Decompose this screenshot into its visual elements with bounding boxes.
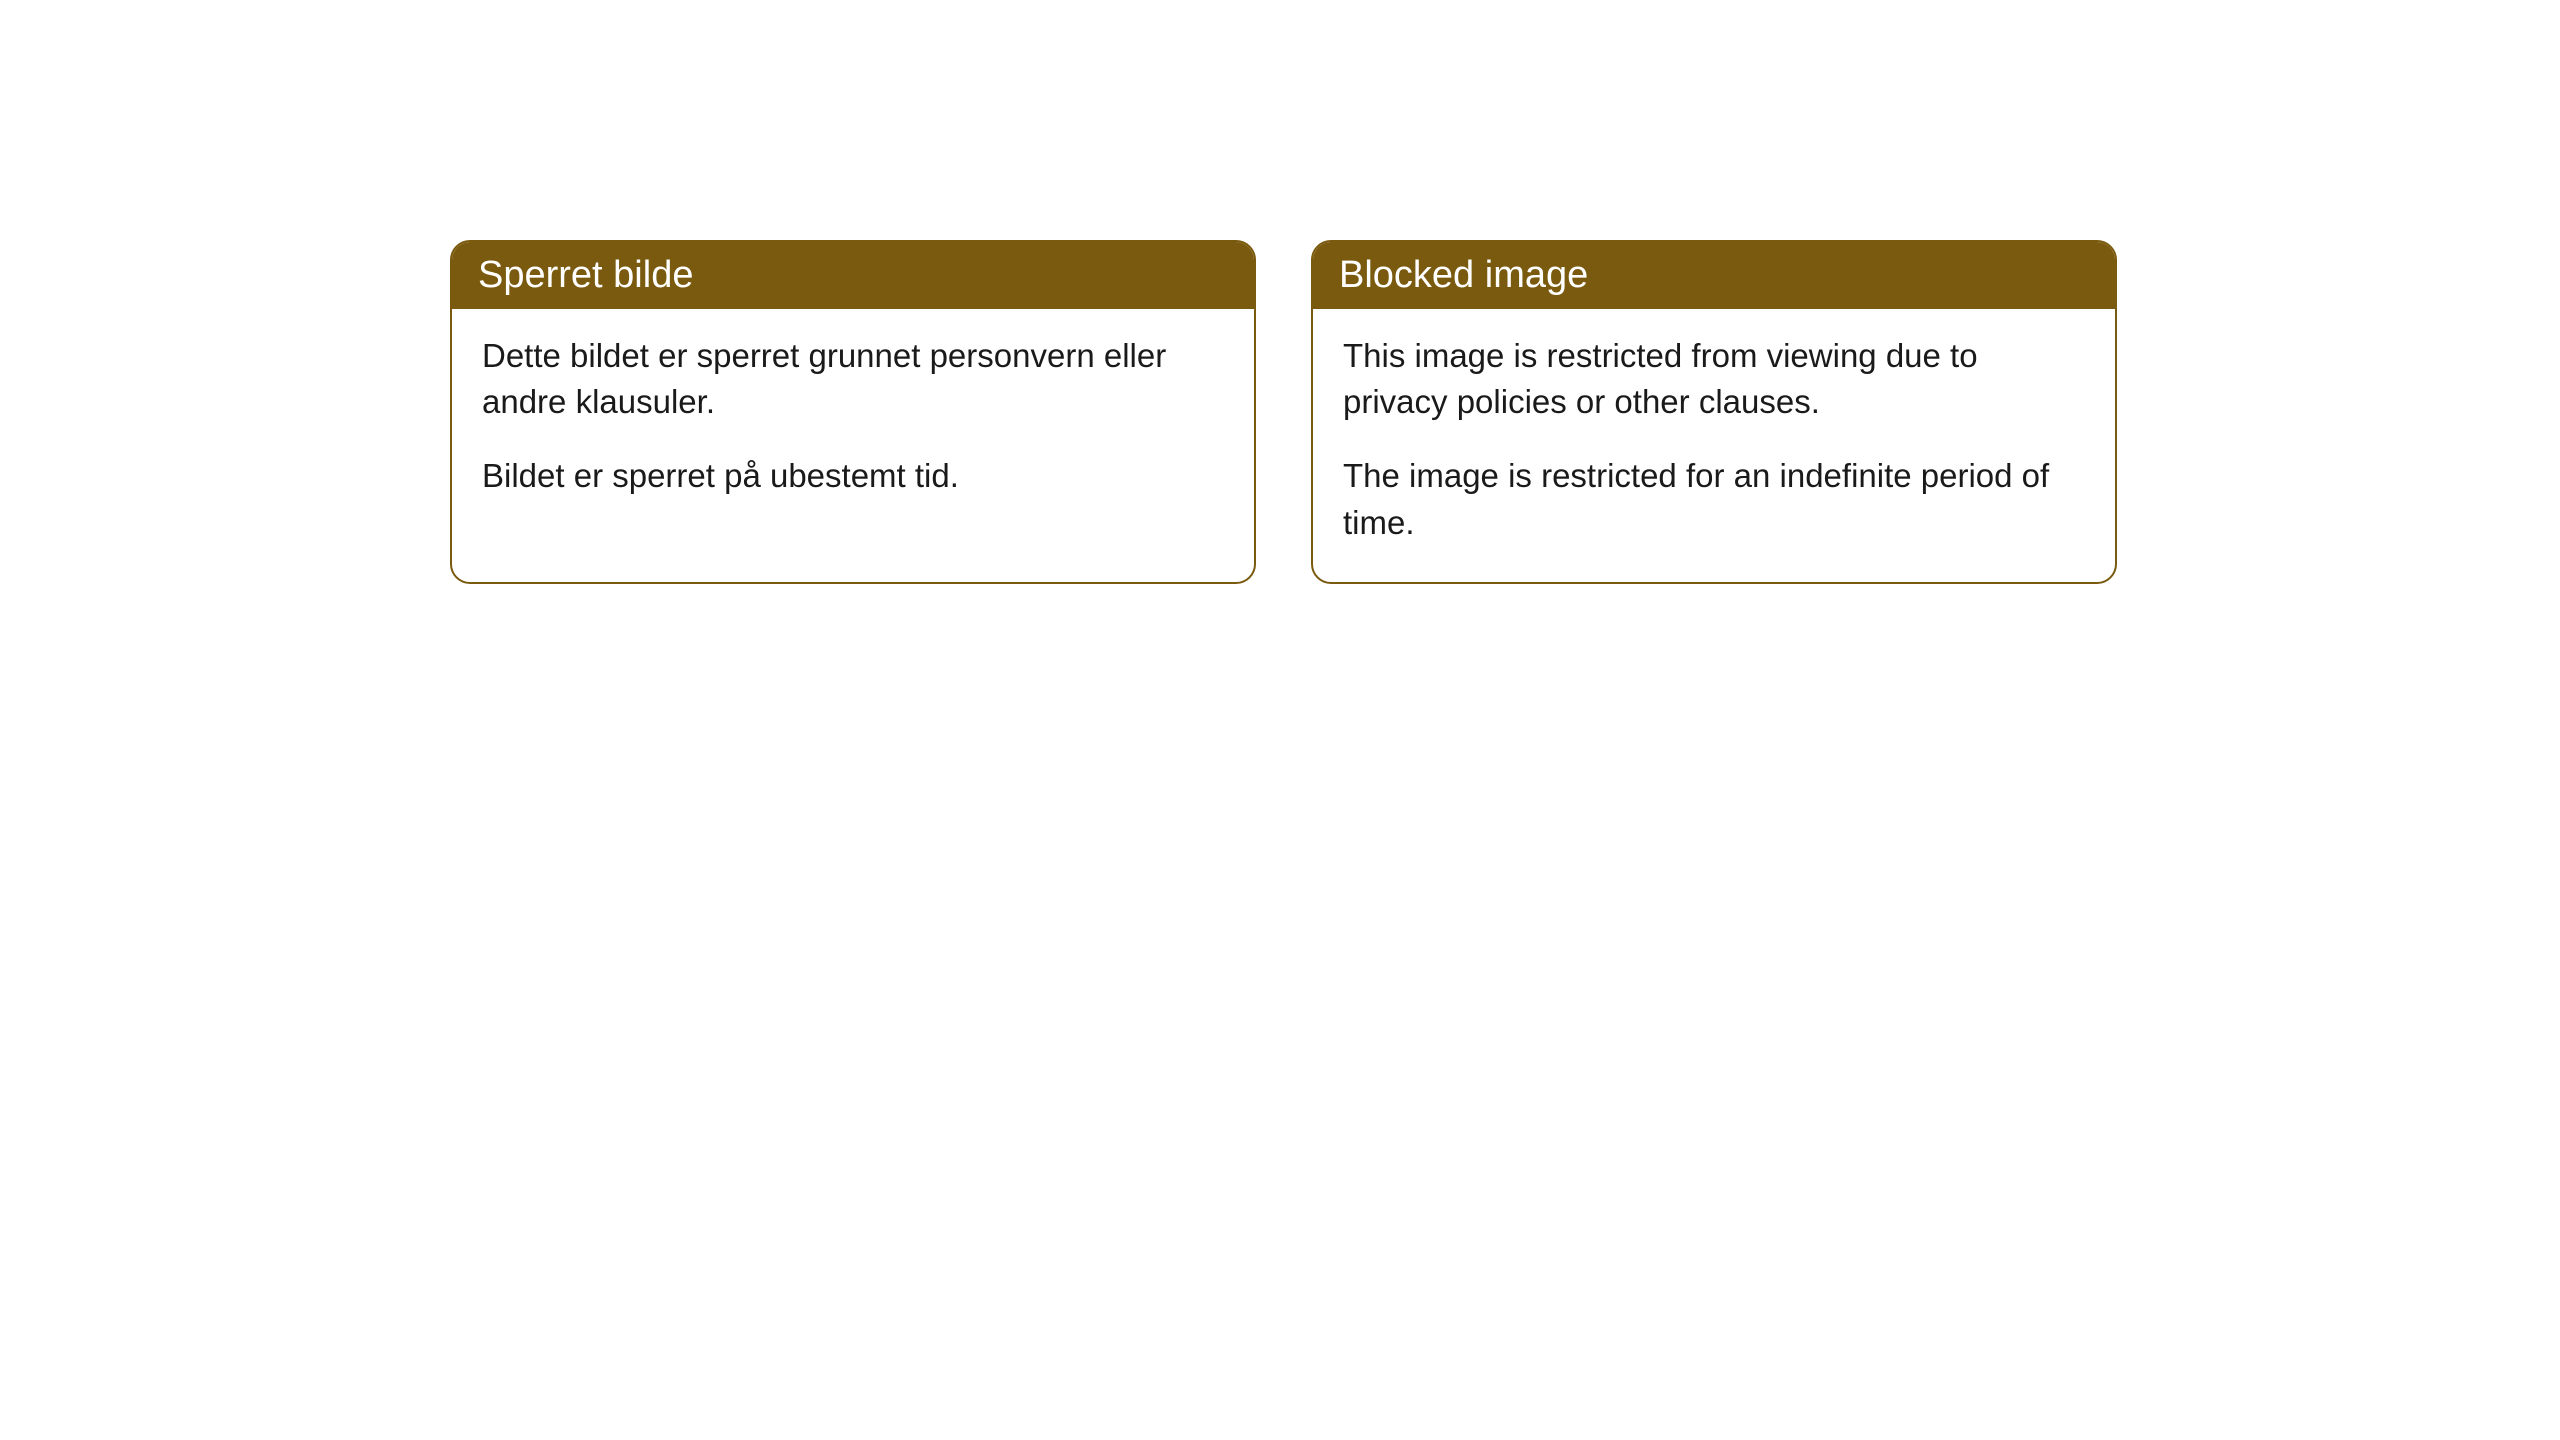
blocked-image-card-norwegian: Sperret bilde Dette bildet er sperret gr…: [450, 240, 1256, 584]
card-header: Sperret bilde: [452, 242, 1254, 309]
card-title: Blocked image: [1339, 254, 1588, 296]
card-body: This image is restricted from viewing du…: [1313, 309, 2115, 582]
card-title: Sperret bilde: [478, 254, 693, 296]
card-header: Blocked image: [1313, 242, 2115, 309]
card-paragraph-2: The image is restricted for an indefinit…: [1343, 453, 2085, 545]
card-paragraph-1: Dette bildet er sperret grunnet personve…: [482, 333, 1224, 425]
card-paragraph-1: This image is restricted from viewing du…: [1343, 333, 2085, 425]
card-paragraph-2: Bildet er sperret på ubestemt tid.: [482, 453, 1224, 499]
card-body: Dette bildet er sperret grunnet personve…: [452, 309, 1254, 536]
cards-container: Sperret bilde Dette bildet er sperret gr…: [450, 240, 2117, 584]
blocked-image-card-english: Blocked image This image is restricted f…: [1311, 240, 2117, 584]
